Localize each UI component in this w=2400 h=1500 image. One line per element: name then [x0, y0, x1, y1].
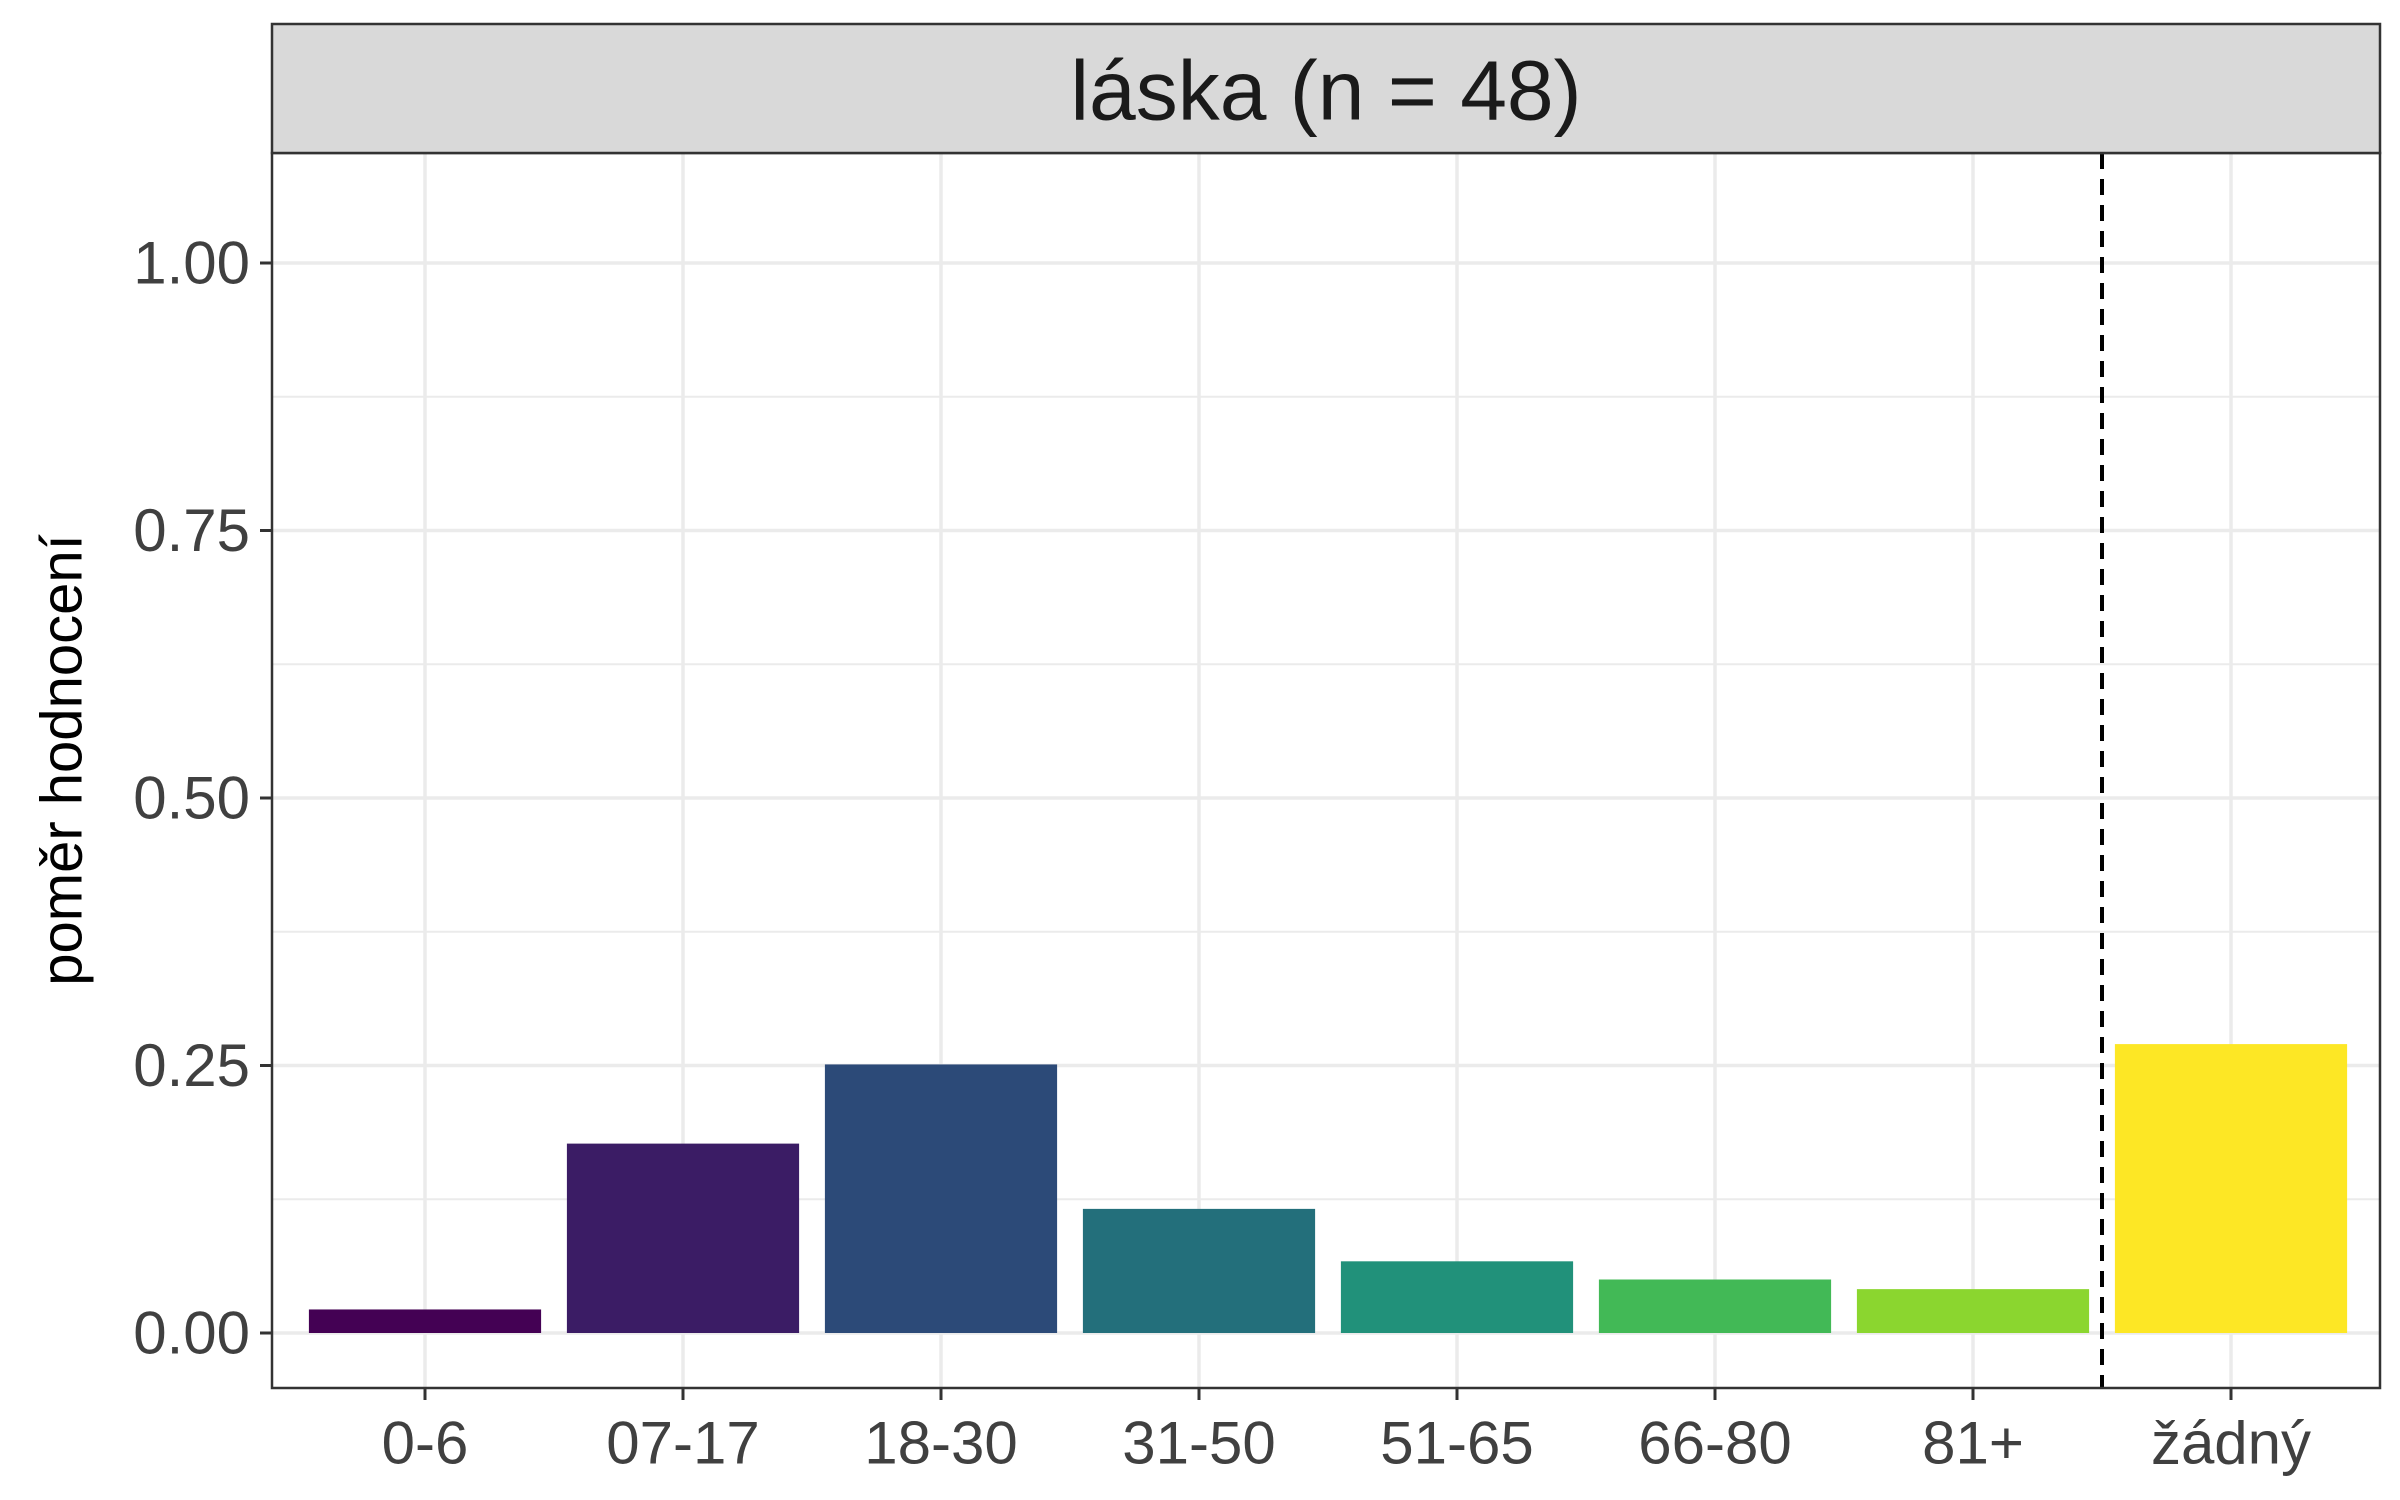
bar-66-80 [1598, 1279, 1832, 1333]
x-tick-label: 81+ [1922, 1410, 2024, 1477]
bars [308, 1044, 2348, 1333]
y-tick-label: 0.50 [133, 765, 250, 832]
x-tick-label: 31-50 [1122, 1410, 1275, 1477]
bar-žádný [2114, 1044, 2348, 1333]
facet-title: láska (n = 48) [1070, 44, 1581, 138]
y-tick-label: 0.75 [133, 497, 250, 564]
major-gridlines [272, 153, 2380, 1388]
bar-18-30 [824, 1064, 1058, 1333]
x-axis-ticks: 0-6 07-17 18-30 31-50 51-65 66-80 81+ žádný [382, 1388, 2311, 1477]
y-tick-label: 0.25 [133, 1032, 250, 1099]
x-tick-label: 0-6 [382, 1410, 469, 1477]
x-tick-label: 51-65 [1380, 1410, 1533, 1477]
x-tick-label: 07-17 [606, 1410, 759, 1477]
bar-31-50 [1082, 1208, 1316, 1333]
y-tick-label: 0.00 [133, 1300, 250, 1367]
bar-07-17 [566, 1143, 800, 1333]
minor-gridlines [272, 395, 2380, 1201]
x-tick-label: žádný [2151, 1410, 2311, 1477]
x-tick-label: 66-80 [1638, 1410, 1791, 1477]
y-axis-ticks: 0.00 0.25 0.50 0.75 1.00 [133, 230, 272, 1367]
y-axis-title: poměr hodnocení [30, 534, 95, 985]
bar-51-65 [1340, 1261, 1574, 1333]
bar-0-6 [308, 1309, 542, 1333]
facet-strip [270, 22, 2382, 155]
x-tick-label: 18-30 [864, 1410, 1017, 1477]
bar-81+ [1856, 1289, 2090, 1333]
y-tick-label: 1.00 [133, 230, 250, 297]
